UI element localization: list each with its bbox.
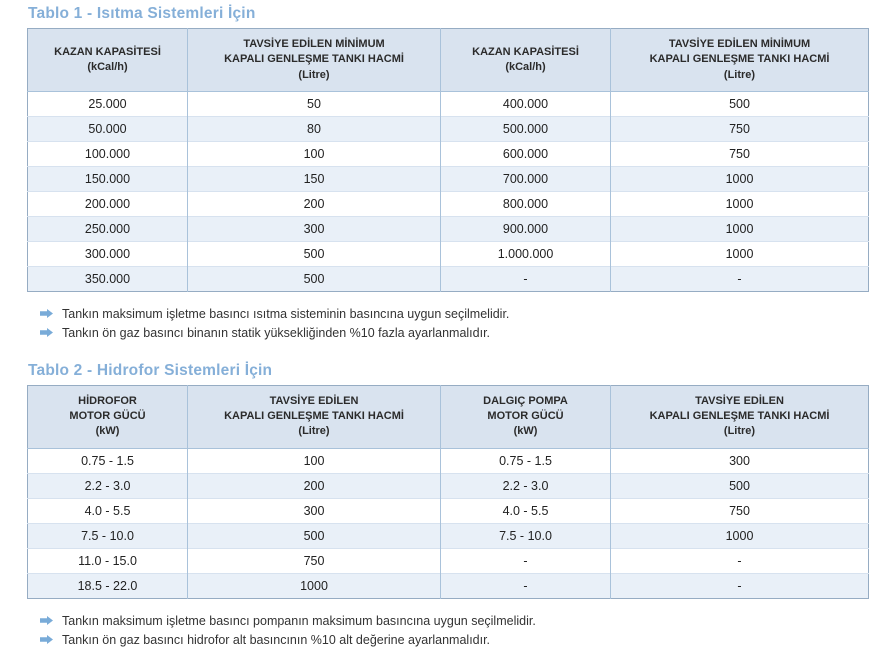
table-cell: 500.000: [440, 116, 611, 142]
table1-header-cell: KAZAN KAPASİTESİ (kCal/h): [27, 28, 188, 93]
table-row: 4.0 - 5.5 300 4.0 - 5.5 750: [27, 497, 869, 524]
table-row: 150.000 150 700.000 1000: [27, 166, 869, 192]
table2-title: Tablo 2 - Hidrofor Sistemleri İçin: [28, 361, 273, 379]
table-cell: 7.5 - 10.0: [440, 522, 611, 549]
table-row: 100.000 100 600.000 750: [27, 141, 869, 167]
table-cell: 400.000: [440, 91, 611, 117]
table-cell: 1000: [610, 522, 869, 549]
table-row: 7.5 - 10.0 500 7.5 - 10.0 1000: [27, 522, 869, 549]
table1-title: Tablo 1 - Isıtma Sistemleri İçin: [28, 5, 256, 22]
table-cell: 1.000.000: [440, 241, 611, 267]
table-cell: 600.000: [440, 141, 611, 167]
note-text: Tankın maksimum işletme basıncı pompanın…: [62, 613, 536, 628]
note-item: Tankın maksimum işletme basıncı pompanın…: [40, 612, 869, 631]
table-cell: -: [440, 572, 611, 599]
table-cell: -: [610, 266, 869, 292]
table-cell: 100: [187, 448, 441, 474]
table-cell: -: [440, 547, 611, 574]
table-cell: 150.000: [27, 166, 188, 192]
table-cell: 500: [187, 266, 441, 292]
table-cell: 4.0 - 5.5: [440, 497, 611, 524]
table-cell: 150: [187, 166, 441, 192]
table1-header-row: KAZAN KAPASİTESİ (kCal/h) TAVSİYE EDİLEN…: [27, 28, 869, 93]
table-cell: 50: [187, 91, 441, 117]
table2-header-cell: HİDROFOR MOTOR GÜCÜ (kW): [27, 385, 188, 449]
table-cell: 1000: [610, 216, 869, 242]
table-cell: -: [610, 572, 869, 599]
table-cell: 750: [610, 116, 869, 142]
table-cell: 1000: [610, 191, 869, 217]
table-cell: 200: [187, 472, 441, 499]
table-row: 50.000 80 500.000 750: [27, 116, 869, 142]
table-cell: 300.000: [27, 241, 188, 267]
table-cell: 800.000: [440, 191, 611, 217]
table2-header-cell: DALGIÇ POMPA MOTOR GÜCÜ (kW): [440, 385, 611, 449]
table2-header-cell: TAVSİYE EDİLEN KAPALI GENLEŞME TANKI HAC…: [610, 385, 869, 449]
table-cell: 50.000: [27, 116, 188, 142]
table-cell: 7.5 - 10.0: [27, 522, 188, 549]
table-row: 0.75 - 1.5 100 0.75 - 1.5 300: [27, 448, 869, 474]
table2-header-row: HİDROFOR MOTOR GÜCÜ (kW) TAVSİYE EDİLEN …: [27, 385, 869, 449]
table2: HİDROFOR MOTOR GÜCÜ (kW) TAVSİYE EDİLEN …: [27, 384, 869, 599]
table1-header-cell: KAZAN KAPASİTESİ (kCal/h): [440, 28, 611, 93]
table-cell: 750: [187, 547, 441, 574]
table-cell: 900.000: [440, 216, 611, 242]
table-cell: 25.000: [88, 97, 127, 112]
table-cell: 4.0 - 5.5: [27, 497, 188, 524]
table-cell: 18.5 - 22.0: [27, 572, 188, 599]
table-cell: 750: [610, 497, 869, 524]
note-text: Tankın ön gaz basıncı binanın statik yük…: [62, 325, 491, 340]
table-cell: 80: [187, 116, 441, 142]
table1-header-cell: TAVSİYE EDİLEN MİNİMUM KAPALI GENLEŞME T…: [610, 28, 869, 93]
table-cell: 500: [187, 241, 441, 267]
table-cell: 11.0 - 15.0: [27, 547, 188, 574]
table-row: 18.5 - 22.0 1000 - -: [27, 572, 869, 599]
table-cell: 200.000: [27, 191, 188, 217]
table-cell: -: [440, 266, 611, 292]
table-cell: 0.75 - 1.5: [440, 448, 611, 474]
table-cell: 200: [187, 191, 441, 217]
table1-notes: Tankın maksimum işletme basıncı ısıtma s…: [27, 305, 869, 343]
table-row: 300.000 500 1.000.000 1000: [27, 241, 869, 267]
table-row: 250.000 300 900.000 1000: [27, 216, 869, 242]
arrow-bullet-icon: [40, 615, 53, 625]
table-cell: 700.000: [440, 166, 611, 192]
arrow-bullet-icon: [40, 327, 53, 337]
table-row: 11.0 - 15.0 750 - -: [27, 547, 869, 574]
table-cell: -: [610, 547, 869, 574]
table-cell: 500: [187, 522, 441, 549]
table-row: 350.000 500 - -: [27, 266, 869, 292]
table-cell: 500: [610, 472, 869, 499]
table-row: 2.2 - 3.0 200 2.2 - 3.0 500: [27, 472, 869, 499]
arrow-bullet-icon: [40, 309, 53, 319]
table-cell: 750: [610, 141, 869, 167]
table-cell: 500: [610, 91, 869, 117]
table-cell: 1000: [187, 572, 441, 599]
table-cell: 300: [610, 448, 869, 474]
note-text: Tankın maksimum işletme basıncı ısıtma s…: [62, 307, 510, 322]
table-cell: 2.2 - 3.0: [27, 472, 188, 499]
table-cell: 1000: [610, 241, 869, 267]
table-cell: 0.75 - 1.5: [81, 453, 134, 468]
table-row: 25.000 50 400.000 500: [27, 91, 869, 117]
note-item: Tankın ön gaz basıncı binanın statik yük…: [40, 324, 869, 343]
table-cell: 1000: [610, 166, 869, 192]
note-item: Tankın maksimum işletme basıncı ısıtma s…: [40, 305, 869, 324]
table2-notes: Tankın maksimum işletme basıncı pompanın…: [27, 612, 869, 649]
table-cell: 250.000: [27, 216, 188, 242]
table-cell: 300: [187, 216, 441, 242]
table-row: 200.000 200 800.000 1000: [27, 191, 869, 217]
table-cell: 300: [187, 497, 441, 524]
table-cell: 350.000: [27, 266, 188, 292]
table-cell: 100.000: [27, 141, 188, 167]
arrow-bullet-icon: [40, 634, 53, 644]
table1: KAZAN KAPASİTESİ (kCal/h) TAVSİYE EDİLEN…: [27, 28, 869, 293]
table-cell: 2.2 - 3.0: [440, 472, 611, 499]
table2-header-cell: TAVSİYE EDİLEN KAPALI GENLEŞME TANKI HAC…: [187, 385, 441, 449]
table-cell: 100: [187, 141, 441, 167]
table1-header-cell: TAVSİYE EDİLEN MİNİMUM KAPALI GENLEŞME T…: [187, 28, 441, 93]
